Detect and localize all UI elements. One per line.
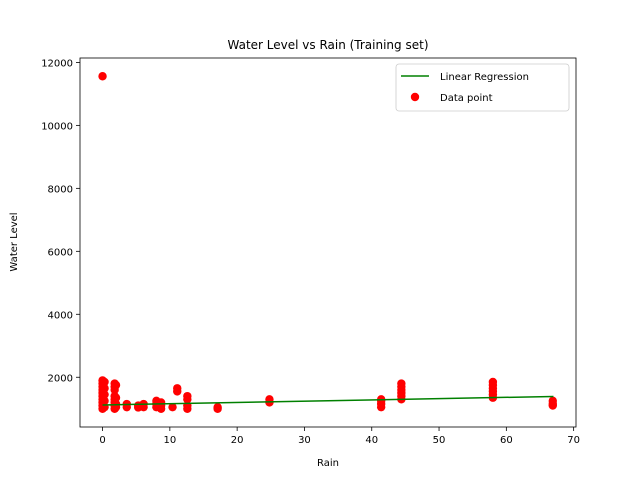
y-tick-label: 12000 [41, 58, 73, 69]
x-tick-label: 30 [298, 435, 311, 446]
regression-line [102, 395, 554, 406]
data-point [100, 396, 109, 406]
axes: 0 10 20 30 40 50 60 70 2000 4000 6000 8000 10000 1200… [41, 57, 580, 446]
data-point [173, 384, 182, 393]
y-tick-label: 4000 [48, 310, 73, 321]
axes-frame [79, 57, 577, 428]
legend-label-data-point: Data point [440, 93, 493, 104]
data-point [156, 398, 166, 407]
data-point [111, 380, 121, 390]
x-tick-label: 40 [365, 435, 378, 446]
legend-box [395, 63, 570, 112]
x-axis-title: Rain [317, 458, 339, 469]
legend: Linear Regression Data point [395, 63, 570, 112]
legend-point-swatch [410, 92, 420, 102]
data-point [100, 384, 109, 393]
x-tick-label: 50 [433, 435, 446, 446]
legend-label-regression: Linear Regression [440, 72, 529, 83]
x-tick-label: 0 [99, 435, 105, 446]
y-axis-title: Water Level [9, 212, 20, 271]
chart-title: Water Level vs Rain (Training set) [228, 38, 429, 52]
data-point [397, 379, 406, 388]
x-tick-label: 60 [500, 435, 513, 446]
data-point [168, 402, 177, 412]
x-tick-label: 20 [231, 435, 244, 446]
data-point [488, 377, 498, 387]
plot-area [98, 72, 557, 413]
data-point [213, 402, 222, 412]
y-tick-label: 6000 [48, 247, 73, 258]
y-tick-label: 2000 [48, 373, 73, 384]
y-tick-label: 8000 [48, 184, 73, 195]
data-point [100, 377, 109, 387]
x-tick-label: 10 [163, 435, 176, 446]
y-tick-label: 10000 [41, 121, 73, 132]
x-tick-label: 70 [567, 435, 580, 446]
data-point [98, 72, 107, 81]
data-point [111, 393, 121, 402]
data-point [548, 396, 557, 406]
data-point [183, 391, 192, 401]
data-point [100, 390, 109, 399]
